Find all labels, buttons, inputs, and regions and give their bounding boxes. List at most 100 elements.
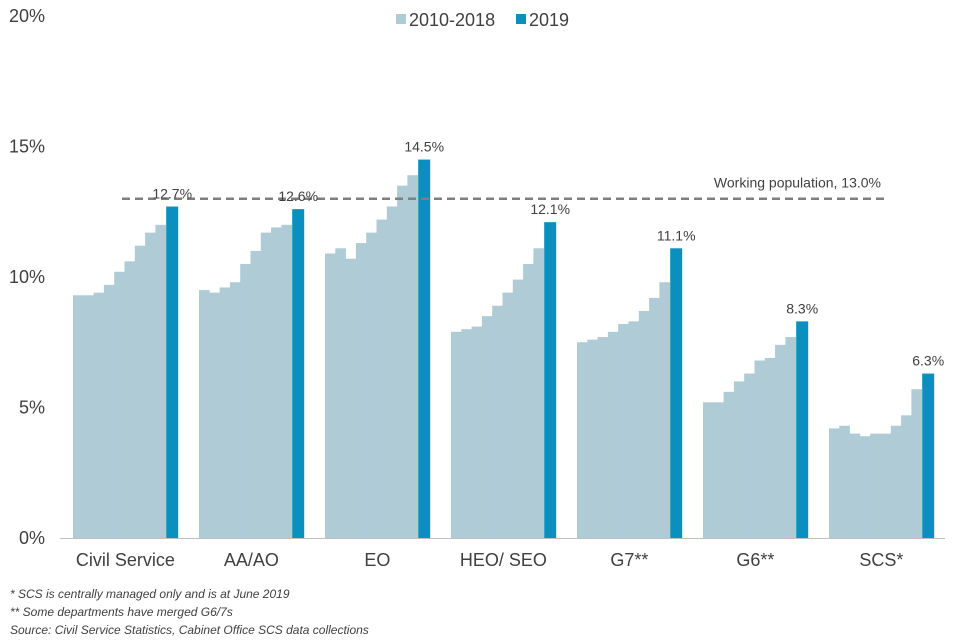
y-axis: 0% 5% 10% 15% 20% — [9, 6, 945, 548]
bar-4-history-7 — [649, 297, 660, 538]
bar-2-history-2 — [345, 258, 357, 538]
bar-6-history-8 — [911, 389, 922, 538]
bar-2-history-4 — [366, 232, 377, 538]
bar-6-history-2 — [849, 433, 861, 538]
bar-0-history-1 — [83, 295, 94, 538]
bar-5-history-6 — [764, 357, 776, 538]
bar-4-history-0 — [577, 342, 588, 538]
bar-0-history-5 — [124, 261, 136, 538]
bar-6-history-1 — [839, 425, 850, 538]
bar-4-history-6 — [638, 310, 650, 538]
legend-swatch-history — [396, 14, 406, 24]
bar-3-history-8 — [533, 248, 544, 539]
bar-2-history-0 — [325, 253, 336, 538]
data-label-2: 14.5% — [404, 139, 444, 155]
data-labels: 12.7% 12.6% 14.5% 12.1% 11.1% 8.3% 6.3% — [152, 139, 944, 369]
bar-5-history-2 — [723, 391, 735, 538]
bar-4-2019 — [670, 248, 683, 539]
bar-6-history-7 — [901, 415, 912, 538]
bar-1-history-4 — [240, 263, 251, 538]
bar-3-history-4 — [492, 305, 503, 538]
category-label-1: AA/AO — [224, 550, 279, 570]
bar-4-history-1 — [587, 339, 598, 538]
legend-swatch-current — [516, 14, 526, 24]
bar-2-history-8 — [407, 175, 418, 538]
bar-6-history-5 — [880, 433, 892, 538]
bar-1-history-6 — [260, 232, 272, 538]
legend-label-current: 2019 — [529, 10, 569, 30]
legend-label-history: 2010-2018 — [409, 10, 495, 30]
bar-4-history-8 — [659, 282, 670, 538]
data-label-6: 6.3% — [912, 353, 944, 369]
bar-1-history-8 — [281, 224, 292, 539]
bar-0-history-7 — [145, 232, 156, 538]
footnote-scs: * SCS is centrally managed only and is a… — [10, 587, 290, 601]
bar-4-history-3 — [607, 331, 619, 538]
bar-2-history-3 — [355, 243, 367, 538]
bar-3-2019 — [544, 222, 557, 538]
bar-1-2019 — [292, 209, 305, 538]
bar-3-history-3 — [481, 316, 493, 538]
bar-5-history-1 — [713, 402, 724, 538]
bars — [73, 159, 935, 539]
reference-line-group: Working population, 13.0% — [122, 175, 884, 200]
category-labels: Civil Service AA/AO EO HEO/ SEO G7** G6** SCS* — [76, 550, 904, 570]
data-label-0: 12.7% — [152, 186, 192, 202]
y-tick-label-1: 5% — [19, 398, 45, 418]
bar-2-history-1 — [335, 248, 346, 539]
bar-0-history-6 — [134, 245, 146, 538]
data-label-3: 12.1% — [530, 201, 570, 217]
bar-0-2019 — [166, 206, 179, 538]
bar-6-history-0 — [829, 428, 840, 538]
bar-0-history-2 — [93, 292, 105, 538]
bar-4-history-5 — [628, 321, 640, 538]
data-label-5: 8.3% — [786, 300, 818, 316]
footnotes: * SCS is centrally managed only and is a… — [10, 585, 610, 639]
bar-5-history-7 — [775, 344, 786, 538]
bar-5-2019 — [796, 321, 809, 538]
category-label-5: G6** — [736, 550, 774, 570]
bar-5-history-0 — [703, 402, 714, 538]
bar-0-history-3 — [103, 284, 115, 538]
footnote-source: Source: Civil Service Statistics, Cabine… — [10, 623, 369, 637]
bar-0-history-0 — [73, 295, 84, 538]
bar-1-history-7 — [271, 227, 282, 538]
bar-6-history-3 — [859, 436, 871, 538]
bar-1-history-3 — [229, 282, 241, 538]
bar-2-history-5 — [376, 219, 388, 538]
bar-3-history-1 — [461, 329, 472, 538]
bar-2-history-6 — [386, 206, 398, 538]
bar-6-history-4 — [870, 433, 881, 538]
bar-4-history-2 — [597, 337, 609, 538]
bar-3-history-0 — [451, 331, 462, 538]
working-population-label: Working population, 13.0% — [714, 175, 881, 191]
y-tick-label-0: 0% — [19, 528, 45, 548]
footnote-g6-g7: ** Some departments have merged G6/7s — [10, 605, 233, 619]
bar-3-history-6 — [512, 279, 524, 538]
bar-3-history-2 — [471, 326, 483, 538]
bar-1-history-5 — [250, 250, 262, 538]
legend: 2010-2018 2019 — [396, 10, 569, 30]
bar-5-history-8 — [785, 337, 796, 538]
bar-1-history-1 — [209, 292, 220, 538]
bar-0-history-8 — [155, 224, 166, 539]
bar-3-history-7 — [523, 263, 534, 538]
bar-5-history-5 — [754, 360, 766, 538]
category-label-2: EO — [364, 550, 390, 570]
y-tick-label-2: 10% — [9, 267, 45, 287]
bar-2-2019 — [418, 159, 431, 539]
bar-1-history-0 — [199, 290, 210, 538]
category-label-3: HEO/ SEO — [460, 550, 547, 570]
bar-1-history-2 — [219, 287, 231, 538]
bar-0-history-4 — [114, 271, 125, 538]
bar-6-history-6 — [890, 425, 902, 538]
bar-5-history-4 — [744, 373, 755, 538]
bar-5-history-3 — [733, 381, 745, 538]
data-label-1: 12.6% — [278, 188, 318, 204]
data-label-4: 11.1% — [657, 227, 696, 243]
y-tick-label-4: 20% — [9, 6, 45, 26]
bar-4-history-4 — [618, 323, 629, 538]
category-label-6: SCS* — [859, 550, 903, 570]
